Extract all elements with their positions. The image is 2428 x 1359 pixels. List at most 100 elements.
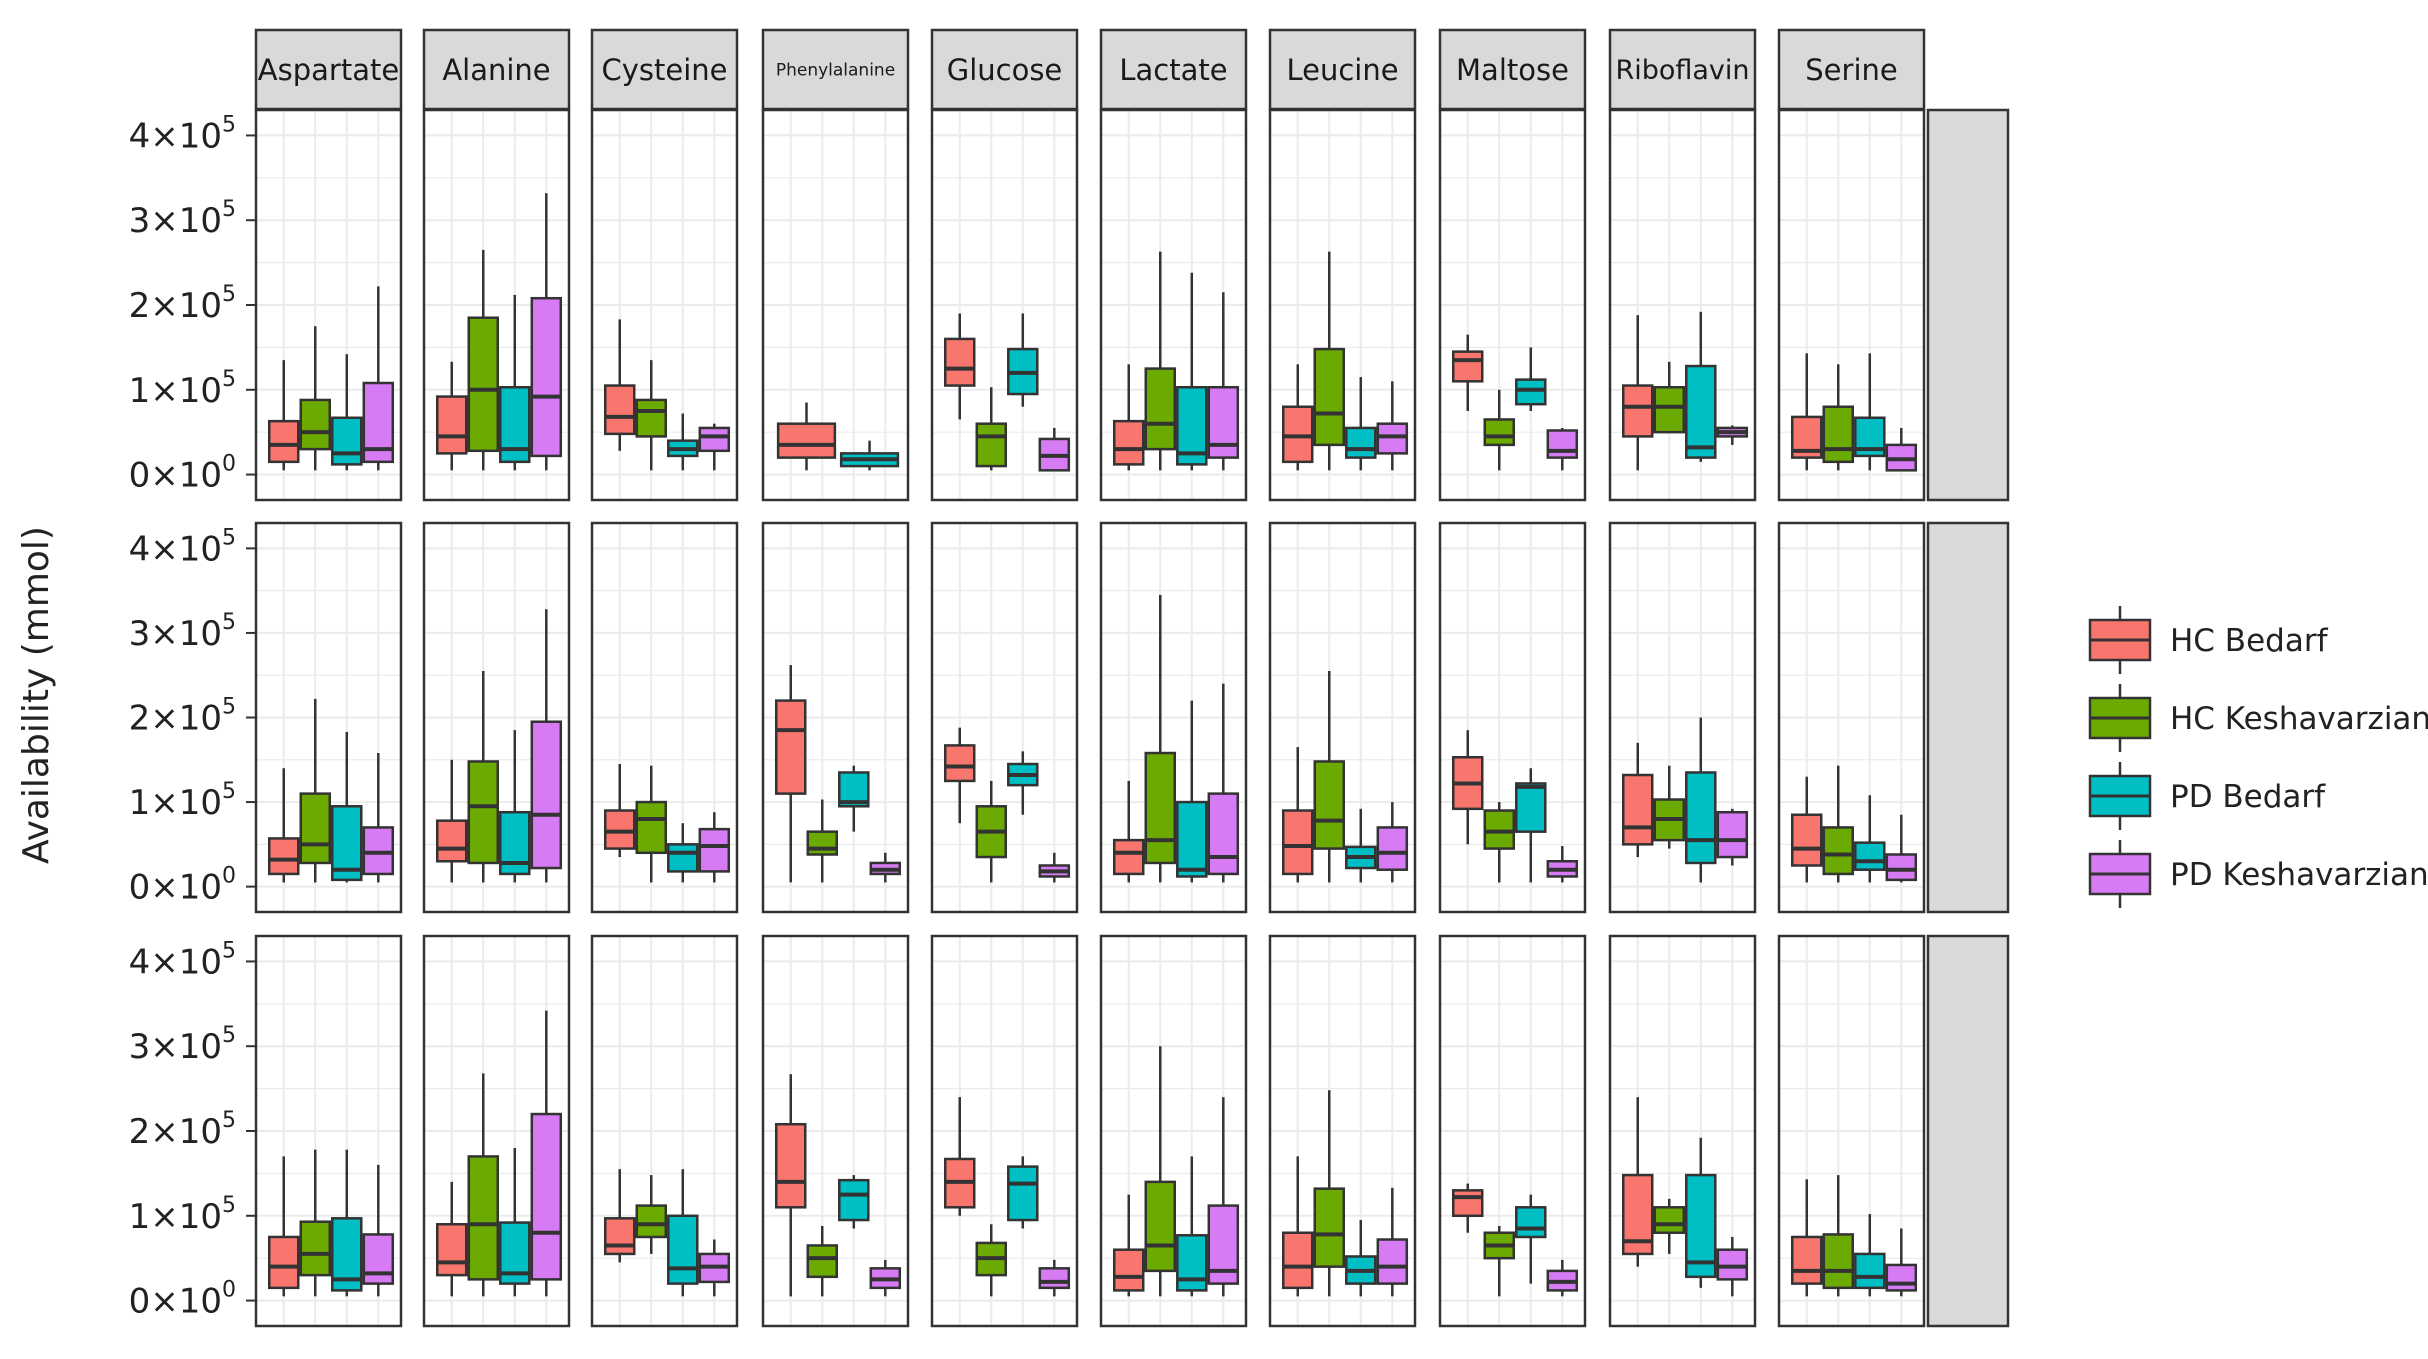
panel-phenylalanine-row-3 <box>761 934 910 1328</box>
box-iqr <box>530 720 563 870</box>
y-tick-mantissa: 3 <box>129 201 151 241</box>
strip-label-lactate: Lactate <box>1119 53 1227 87</box>
y-tick-exponent: 0 <box>222 1278 236 1303</box>
panel-riboflavin-row-3 <box>1608 934 1757 1328</box>
y-tick-base: 10 <box>179 201 222 241</box>
y-tick-exponent: 0 <box>222 864 236 889</box>
y-tick-exponent: 0 <box>222 452 236 477</box>
box-pd-keshavarzian <box>1207 1097 1240 1297</box>
box-iqr <box>467 1155 500 1281</box>
box-iqr <box>774 1122 807 1209</box>
y-tick-base: 10 <box>179 1112 222 1152</box>
box-iqr <box>467 316 500 453</box>
box-iqr <box>603 1217 636 1256</box>
y-tick-exponent: 5 <box>222 112 236 137</box>
box-hc-bedarf <box>1621 742 1654 858</box>
box-pd-bedarf <box>838 1175 870 1229</box>
y-tick-exponent: 5 <box>222 367 236 392</box>
box-iqr <box>1515 1206 1547 1239</box>
panel-alanine-row-3 <box>422 934 571 1328</box>
panel-lactate-row-2 <box>1099 521 1248 914</box>
y-tick-label: 2×105 <box>129 282 236 326</box>
y-axis-title: Availability (mmol) <box>16 526 57 864</box>
empty-facet-panel <box>1926 108 2010 502</box>
box-pd-keshavarzian <box>869 852 902 883</box>
y-tick-base: 10 <box>179 942 222 982</box>
y-tick-label: 2×105 <box>129 1108 236 1152</box>
box-hc-bedarf <box>603 764 636 858</box>
panel-border <box>1608 934 1757 1328</box>
panel-phenylalanine-row-1 <box>761 108 910 502</box>
box-iqr <box>1822 405 1855 464</box>
panel-border <box>1268 521 1417 914</box>
strip-label-serine: Serine <box>1805 53 1897 87</box>
y-tick-base: 10 <box>179 456 222 496</box>
box-pd-bedarf <box>499 294 531 471</box>
panel-alanine-row-2 <box>422 521 571 914</box>
panel-phenylalanine-row-2 <box>761 521 910 914</box>
box-pd-bedarf <box>1515 768 1547 883</box>
legend-label: HC Bedarf <box>2170 623 2329 659</box>
box-iqr <box>1483 809 1516 850</box>
box-hc-bedarf <box>603 1169 636 1263</box>
box-pd-keshavarzian <box>1546 1259 1579 1297</box>
box-pd-bedarf <box>1345 1220 1377 1297</box>
box-pd-bedarf <box>1007 313 1039 407</box>
box-iqr <box>1515 378 1547 406</box>
box-iqr <box>1007 1165 1039 1222</box>
panel-riboflavin-row-2 <box>1608 521 1757 914</box>
box-iqr <box>1345 426 1377 459</box>
box-pd-bedarf <box>331 1149 363 1297</box>
box-hc-bedarf <box>267 768 300 883</box>
box-hc-bedarf <box>1790 1179 1823 1297</box>
box-hc-keshavarzian <box>806 799 839 883</box>
panel-border <box>590 108 739 502</box>
y-tick-mantissa: 3 <box>129 614 151 654</box>
box-pd-keshavarzian <box>1716 808 1749 866</box>
box-hc-bedarf <box>1112 780 1145 883</box>
y-tick-base: 10 <box>179 371 222 411</box>
box-iqr <box>774 699 807 795</box>
box-hc-bedarf <box>776 402 837 471</box>
panel-border <box>590 934 739 1328</box>
y-axis-layer: 0×1001×1052×1053×1054×1050×1001×1052×105… <box>129 112 256 1322</box>
y-tick-label: 4×105 <box>129 938 236 982</box>
box-hc-keshavarzian <box>635 765 668 883</box>
box-pd-bedarf <box>1854 1214 1886 1297</box>
box-hc-keshavarzian <box>1483 389 1516 471</box>
box-iqr <box>1281 809 1314 876</box>
box-iqr <box>299 398 332 451</box>
panel-border <box>761 108 910 502</box>
panel-border <box>422 108 571 502</box>
box-pd-bedarf <box>1007 751 1039 815</box>
panel-cysteine-row-3 <box>590 934 739 1328</box>
y-tick-times: × <box>150 1112 179 1152</box>
box-pd-bedarf <box>1854 353 1886 471</box>
legend-item-hc-bedarf: HC Bedarf <box>2088 606 2329 674</box>
box-hc-keshavarzian <box>1144 1046 1177 1297</box>
y-tick-times: × <box>150 116 179 156</box>
box-hc-bedarf <box>1112 1194 1145 1297</box>
box-hc-keshavarzian <box>1144 251 1177 471</box>
y-tick-exponent: 5 <box>222 695 236 720</box>
panel-riboflavin-row-1 <box>1608 108 1757 502</box>
box-iqr <box>635 800 668 855</box>
y-tick-label: 4×105 <box>129 525 236 569</box>
panel-serine-row-1 <box>1777 108 1926 502</box>
y-tick-mantissa: 4 <box>129 942 151 982</box>
panel-border <box>1608 521 1757 914</box>
strip-label-leucine: Leucine <box>1286 53 1398 87</box>
box-hc-keshavarzian <box>975 387 1008 471</box>
box-pd-bedarf <box>1176 700 1208 883</box>
panel-border <box>422 934 571 1328</box>
y-tick-exponent: 5 <box>222 610 236 635</box>
box-iqr <box>1653 1206 1686 1234</box>
box-pd-keshavarzian <box>530 1010 563 1297</box>
y-tick-mantissa: 3 <box>129 1027 151 1067</box>
box-iqr <box>806 1244 839 1279</box>
box-hc-bedarf <box>943 1097 976 1216</box>
strip-header-serine <box>1777 28 1926 111</box>
box-pd-keshavarzian <box>1038 1259 1071 1297</box>
panel-border <box>1099 108 1248 502</box>
